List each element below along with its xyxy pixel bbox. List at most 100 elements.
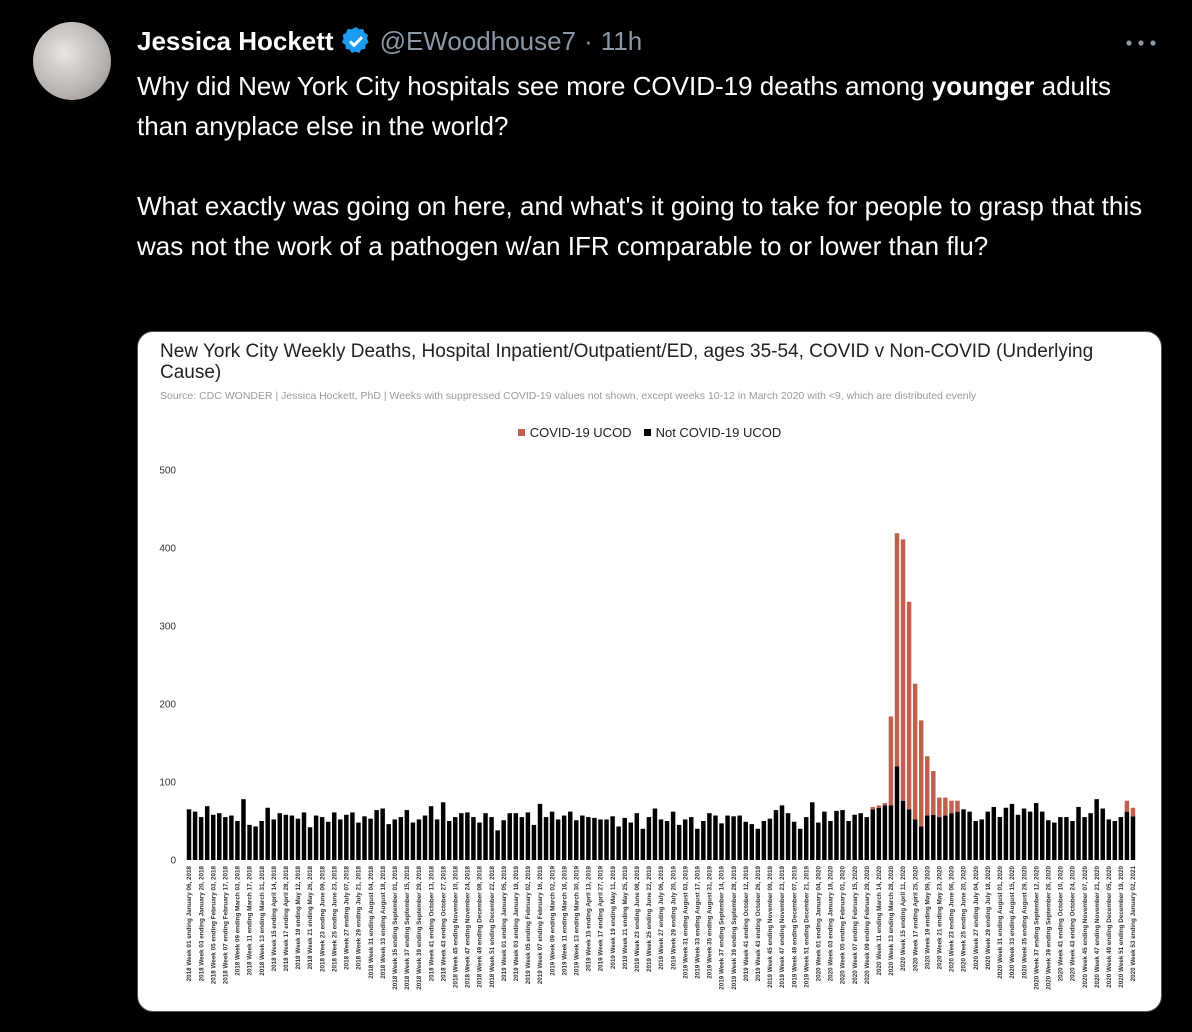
author-handle[interactable]: @EWoodhouse7 xyxy=(379,25,577,56)
x-tick-label: 2019 Week 09 ending March 02, 2019 xyxy=(549,866,556,976)
x-tick-label: 2018 Week 43 ending October 27, 2018 xyxy=(440,866,447,982)
bar xyxy=(973,821,978,860)
x-tick-label: 2020 Week 31 ending August 01, 2020 xyxy=(997,866,1004,979)
more-button[interactable] xyxy=(1124,36,1158,50)
bar xyxy=(900,800,906,860)
bar xyxy=(949,813,954,860)
bar xyxy=(471,817,476,860)
legend-label: COVID-19 UCOD xyxy=(529,425,632,440)
bar xyxy=(271,819,276,860)
bar xyxy=(997,817,1003,860)
x-tick-label: 2019 Week 33 ending August 17, 2019 xyxy=(695,866,702,979)
x-tick-label: 2020 Week 49 ending December 05, 2020 xyxy=(1106,866,1113,988)
x-tick-label: 2018 Week 33 ending August 18, 2018 xyxy=(380,866,387,979)
bar xyxy=(955,800,960,812)
bar xyxy=(422,815,428,860)
bar xyxy=(773,810,779,860)
x-tick-label: 2020 Week 19 ending May 09, 2020 xyxy=(924,866,931,970)
bar xyxy=(586,817,591,860)
y-tick-label: 100 xyxy=(159,778,176,789)
bar xyxy=(985,811,990,860)
bar xyxy=(876,805,882,808)
bar xyxy=(319,817,325,860)
bar xyxy=(925,756,930,816)
bar xyxy=(253,826,258,860)
bar xyxy=(483,813,488,860)
bar xyxy=(1082,817,1087,860)
x-tick-label: 2020 Week 45 ending November 07, 2020 xyxy=(1082,866,1089,989)
x-tick-label: 2019 Week 43 ending October 26, 2019 xyxy=(755,866,762,982)
x-tick-label: 2019 Week 15 ending April 13, 2019 xyxy=(586,866,593,972)
bar xyxy=(356,822,361,860)
bar xyxy=(259,821,264,860)
bar xyxy=(737,815,742,860)
bar xyxy=(1009,803,1015,860)
bar xyxy=(344,814,349,860)
bar xyxy=(210,814,216,860)
separator: · xyxy=(584,25,593,56)
x-tick-label: 2019 Week 03 ending January 19, 2019 xyxy=(513,866,520,982)
x-tick-label: 2019 Week 21 ending May 25, 2019 xyxy=(622,866,629,970)
x-tick-label: 2018 Week 47 ending November 24, 2018 xyxy=(465,866,472,989)
bar xyxy=(931,814,936,860)
x-tick-label: 2020 Week 25 ending June 20, 2020 xyxy=(961,866,968,972)
text-run: younger xyxy=(931,71,1035,101)
avatar[interactable] xyxy=(33,22,111,100)
bar xyxy=(428,806,434,860)
x-tick-label: 2019 Week 41 ending October 12, 2019 xyxy=(743,866,750,982)
bar xyxy=(1015,814,1021,860)
x-tick-label: 2019 Week 47 ending November 23, 2019 xyxy=(779,866,786,989)
bar xyxy=(810,802,815,860)
bar xyxy=(592,817,597,860)
chart-card[interactable]: New York City Weekly Deaths, Hospital In… xyxy=(137,331,1162,1012)
bar xyxy=(1021,808,1027,860)
bar xyxy=(1027,811,1033,860)
bar xyxy=(1130,816,1136,860)
bar xyxy=(682,819,688,860)
x-tick-label: 2018 Week 37 ending September 15, 2018 xyxy=(404,866,411,990)
x-tick-label: 2020 Week 51 ending December 19, 2020 xyxy=(1118,866,1125,988)
bar xyxy=(192,811,198,860)
y-tick-label: 500 xyxy=(159,466,176,477)
bar xyxy=(525,812,531,860)
x-tick-label: 2018 Week 01 ending January 06, 2018 xyxy=(186,866,193,982)
x-tick-label: 2018 Week 49 ending December 08, 2018 xyxy=(477,866,484,988)
bar xyxy=(459,813,464,860)
x-tick-label: 2018 Week 39 ending September 29, 2018 xyxy=(416,866,423,990)
x-tick-label: 2020 Week 21 ending May 23, 2020 xyxy=(937,866,944,970)
x-tick-label: 2018 Week 29 ending July 21, 2018 xyxy=(356,866,363,970)
bar xyxy=(1124,800,1130,812)
bar xyxy=(906,601,912,810)
bar xyxy=(380,808,385,860)
bar xyxy=(301,812,307,860)
x-tick-label: 2020 Week 33 ending August 15, 2020 xyxy=(1009,866,1016,979)
bar xyxy=(894,533,900,767)
bar xyxy=(640,828,646,860)
x-tick-label: 2019 Week 45 ending November 09, 2019 xyxy=(767,866,774,989)
bar xyxy=(313,815,319,860)
bar xyxy=(834,810,839,860)
bar xyxy=(725,815,730,860)
x-tick-label: 2020 Week 05 ending February 01, 2020 xyxy=(840,866,847,985)
bar xyxy=(277,813,283,860)
bar xyxy=(1033,803,1039,860)
bar xyxy=(931,771,936,815)
x-tick-label: 2018 Week 25 ending June 23, 2018 xyxy=(331,866,338,972)
bar xyxy=(1052,822,1057,860)
x-tick-label: 2020 Week 29 ending July 18, 2020 xyxy=(985,866,992,970)
bar xyxy=(446,821,452,860)
timestamp[interactable]: 11h xyxy=(600,25,643,56)
bar xyxy=(229,815,234,860)
bar xyxy=(937,817,942,860)
chart-subtitle: Source: CDC WONDER | Jessica Hockett, Ph… xyxy=(160,390,977,402)
bar xyxy=(991,806,997,860)
x-tick-label: 2018 Week 13 ending March 31, 2018 xyxy=(259,866,266,976)
bar xyxy=(561,815,567,860)
x-tick-label: 2019 Week 07 ending February 16, 2019 xyxy=(537,866,544,985)
x-tick-label: 2020 Week 35 ending August 29, 2020 xyxy=(1021,866,1028,979)
x-tick-label: 2020 Week 11 ending March 14, 2020 xyxy=(876,866,883,976)
author-name[interactable]: Jessica Hockett xyxy=(137,25,334,56)
bar xyxy=(1070,821,1075,860)
x-tick-label: 2020 Week 43 ending October 24, 2020 xyxy=(1070,866,1077,982)
x-tick-label: 2018 Week 07 ending February 17, 2018 xyxy=(223,866,230,985)
